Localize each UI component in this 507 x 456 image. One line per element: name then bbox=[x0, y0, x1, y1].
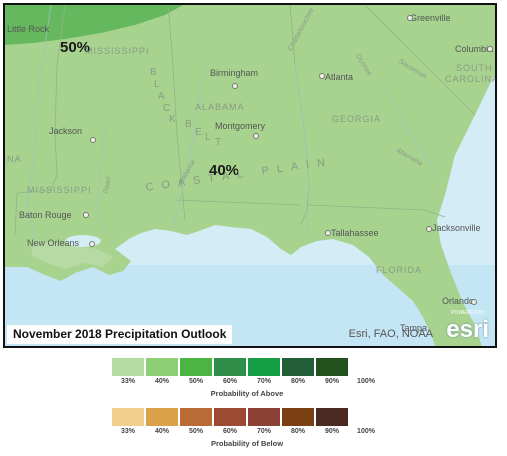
region-letter: L bbox=[205, 132, 212, 143]
legend-tick-label: 100% bbox=[357, 428, 375, 435]
region-letter: A bbox=[158, 91, 166, 102]
legend-tick-label: 60% bbox=[222, 428, 238, 435]
city-marker bbox=[89, 241, 95, 247]
legend-swatch bbox=[111, 357, 145, 377]
legend-tick-label: 60% bbox=[222, 378, 238, 385]
state-label-alabama: ALABAMA bbox=[195, 102, 245, 112]
city-marker bbox=[426, 226, 432, 232]
map-attribution: Esri, FAO, NOAA bbox=[348, 328, 433, 340]
legend-tick-label: 90% bbox=[324, 428, 340, 435]
legend-swatch bbox=[213, 357, 247, 377]
legend-swatch bbox=[315, 357, 349, 377]
region-letter: B bbox=[150, 67, 158, 78]
legend-swatch bbox=[213, 407, 247, 427]
legend-swatch bbox=[247, 357, 281, 377]
legend-tick-label: 50% bbox=[188, 428, 204, 435]
city-label-orlando: Orlando bbox=[442, 296, 475, 306]
city-marker bbox=[325, 230, 331, 236]
state-label-south: SOUTH bbox=[456, 63, 493, 73]
esri-powered-text: POWERED BY bbox=[451, 310, 485, 316]
legend-tick-label: 33% bbox=[120, 428, 136, 435]
region-letter: L bbox=[154, 79, 161, 90]
legend-swatch bbox=[281, 357, 315, 377]
legend-tick-label: 100% bbox=[357, 378, 375, 385]
city-label-greenville: Greenville bbox=[410, 13, 451, 23]
city-marker bbox=[90, 137, 96, 143]
legend-swatch bbox=[247, 407, 281, 427]
legend-swatch bbox=[145, 407, 179, 427]
city-label-columbia: Columbia bbox=[455, 44, 494, 54]
esri-wordmark: esri bbox=[446, 316, 489, 343]
city-label-montgomery: Montgomery bbox=[215, 121, 266, 131]
legend-swatches bbox=[111, 407, 383, 427]
legend-swatch bbox=[281, 407, 315, 427]
state-label-mississippi: MISSISSIPPI bbox=[27, 185, 92, 195]
city-marker bbox=[253, 133, 259, 139]
city-label-jackson: Jackson bbox=[49, 126, 83, 136]
region-letter: C bbox=[163, 103, 172, 114]
region-letter: B bbox=[185, 119, 193, 130]
city-marker bbox=[487, 46, 493, 52]
city-marker bbox=[471, 299, 477, 305]
city-marker bbox=[232, 83, 238, 89]
state-label-louisiana: NA bbox=[7, 154, 22, 164]
city-label-tallahassee: Tallahassee bbox=[331, 228, 379, 238]
precipitation-map[interactable]: 50% 40% MISSISSIPPI MISSISSIPPI ALABAMA … bbox=[3, 3, 497, 348]
legend-above: 33% 40% 50% 60% 70% 80% 90% 100% Probability of… bbox=[111, 357, 383, 398]
legend-below: 33% 40% 50% 60% 70% 80% 90% 100% Probability of… bbox=[111, 407, 383, 448]
delta-area bbox=[31, 240, 113, 269]
city-label-new-orleans: New Orleans bbox=[27, 238, 80, 248]
probability-label-40: 40% bbox=[209, 162, 240, 179]
city-marker bbox=[83, 212, 89, 218]
legend-tick-label: 70% bbox=[256, 378, 272, 385]
legend-tick-label: 70% bbox=[256, 428, 272, 435]
city-label-tampa: Tampa bbox=[400, 323, 428, 333]
state-label-carolina: CAROLINA bbox=[445, 74, 497, 84]
city-marker bbox=[407, 15, 413, 21]
city-marker bbox=[319, 73, 325, 79]
legend-swatch bbox=[179, 357, 213, 377]
legend-tick-label: 80% bbox=[290, 378, 306, 385]
rivers bbox=[26, 5, 438, 241]
legend-tick-label: 33% bbox=[120, 378, 136, 385]
state-label-georgia: GEORGIA bbox=[332, 114, 382, 124]
city-label-birmingham: Birmingham bbox=[210, 68, 259, 78]
legend-title: Probability of Below bbox=[210, 439, 284, 448]
legend-swatch bbox=[111, 407, 145, 427]
region-letter: E bbox=[195, 127, 203, 138]
city-label-jacksonville: Jacksonville bbox=[432, 223, 481, 233]
legend-title: Probability of Above bbox=[210, 389, 284, 398]
region-letter: T bbox=[215, 137, 223, 148]
legend-tick-label: 40% bbox=[154, 428, 170, 435]
city-label-baton-rouge: Baton Rouge bbox=[19, 210, 72, 220]
legend-swatch bbox=[315, 407, 349, 427]
legend-tick-label: 90% bbox=[324, 378, 340, 385]
legend-swatch bbox=[145, 357, 179, 377]
map-title: November 2018 Precipitation Outlook bbox=[7, 325, 233, 344]
legend-ticks: 33% 40% 50% 60% 70% 80% 90% 100% bbox=[111, 428, 383, 439]
legend-swatch bbox=[179, 407, 213, 427]
city-label-little-rock: Little Rock bbox=[7, 24, 50, 34]
city-label-atlanta: Atlanta bbox=[325, 72, 354, 82]
region-letter: K bbox=[169, 114, 177, 125]
map-basemap bbox=[5, 5, 495, 346]
legend-swatches bbox=[111, 357, 383, 377]
legend-ticks: 33% 40% 50% 60% 70% 80% 90% 100% bbox=[111, 378, 383, 389]
legend-tick-label: 80% bbox=[290, 428, 306, 435]
state-label-florida: FLORIDA bbox=[376, 265, 423, 275]
state-label-mississippi: MISSISSIPPI bbox=[85, 46, 150, 56]
legend-tick-label: 40% bbox=[154, 378, 170, 385]
probability-label-50: 50% bbox=[60, 39, 91, 56]
land-area bbox=[5, 5, 495, 346]
esri-logo[interactable]: POWERED BY esri bbox=[437, 310, 489, 342]
legend-tick-label: 50% bbox=[188, 378, 204, 385]
